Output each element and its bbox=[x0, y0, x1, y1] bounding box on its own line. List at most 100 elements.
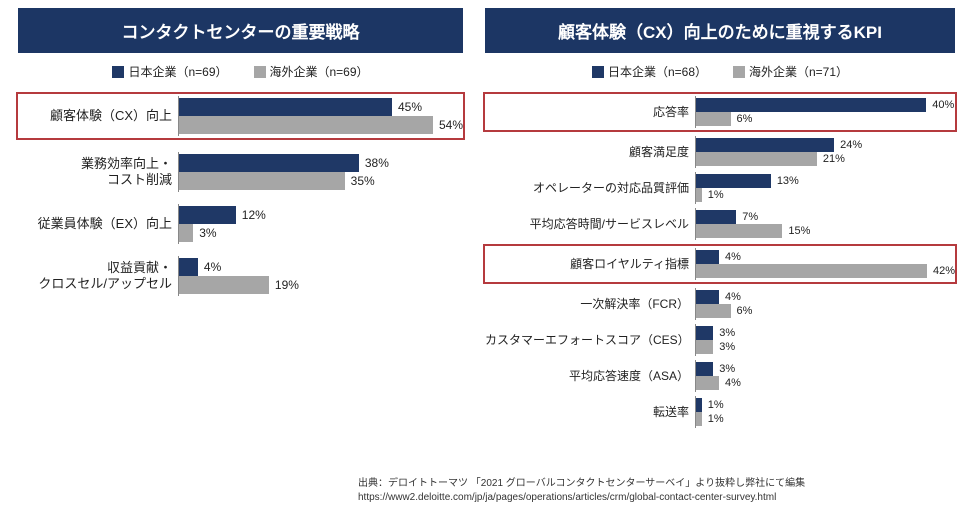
bar-fill bbox=[696, 188, 702, 202]
bar-value: 21% bbox=[823, 153, 845, 165]
bar-fill bbox=[179, 276, 269, 294]
chart-row: 従業員体験（EX）向上12%3% bbox=[18, 204, 463, 244]
bar-value: 38% bbox=[365, 156, 389, 170]
bars: 13% 1% bbox=[695, 172, 955, 204]
bar-fill bbox=[696, 138, 834, 152]
chart-row: 平均応答速度（ASA）3%4% bbox=[485, 360, 955, 392]
bar-jp: 7% bbox=[696, 210, 955, 224]
bars: 45%54% bbox=[178, 96, 463, 136]
bar-ov: 19% bbox=[179, 276, 463, 294]
bar-ov: 4% bbox=[696, 376, 955, 390]
bar-fill bbox=[696, 112, 731, 126]
bar-jp: 3% bbox=[696, 326, 955, 340]
category-label: 応答率 bbox=[485, 96, 695, 128]
left-title: コンタクトセンターの重要戦略 bbox=[18, 8, 463, 53]
bar-value: 3% bbox=[719, 341, 735, 353]
chart-row: 顧客体験（CX）向上45%54% bbox=[16, 92, 465, 140]
bar-fill bbox=[696, 376, 719, 390]
category-label: 平均応答速度（ASA） bbox=[485, 360, 695, 392]
chart-row: 業務効率向上・コスト削減38%35% bbox=[18, 152, 463, 192]
bar-jp: 4% bbox=[696, 250, 955, 264]
bar-value: 54% bbox=[439, 118, 463, 132]
bar-ov: 6% bbox=[696, 112, 955, 126]
bars: 4% 42% bbox=[695, 248, 955, 280]
legend-jp: 日本企業（n=69） bbox=[112, 63, 227, 80]
right-chart: 応答率40%6%顧客満足度24%21%オペレーターの対応品質評価13%1%平均応… bbox=[485, 92, 955, 475]
bar-fill bbox=[179, 172, 345, 190]
bar-value: 1% bbox=[708, 189, 724, 201]
bar-value: 4% bbox=[725, 251, 741, 263]
category-label: 収益貢献・クロスセル/アップセル bbox=[18, 256, 178, 296]
bar-fill bbox=[696, 152, 817, 166]
bar-jp: 45% bbox=[179, 98, 463, 116]
panel-left: コンタクトセンターの重要戦略 日本企業（n=69） 海外企業（n=69） 顧客体… bbox=[18, 8, 463, 475]
bar-fill bbox=[696, 174, 771, 188]
right-title: 顧客体験（CX）向上のために重視するKPI bbox=[485, 8, 955, 53]
category-label: 平均応答時間/サービスレベル bbox=[485, 208, 695, 240]
bar-value: 4% bbox=[725, 291, 741, 303]
swatch-ov bbox=[254, 66, 266, 78]
category-label: 転送率 bbox=[485, 396, 695, 428]
category-label: カスタマーエフォートスコア（CES） bbox=[485, 324, 695, 356]
chart-row: 平均応答時間/サービスレベル 7% 15% bbox=[485, 208, 955, 240]
bar-fill bbox=[696, 210, 736, 224]
bar-fill bbox=[179, 224, 193, 242]
chart-row: 収益貢献・クロスセル/アップセル 4% 19% bbox=[18, 256, 463, 296]
bar-value: 6% bbox=[737, 305, 753, 317]
bar-value: 19% bbox=[275, 278, 299, 292]
bar-jp: 1% bbox=[696, 398, 955, 412]
bar-fill bbox=[696, 398, 702, 412]
chart-row: カスタマーエフォートスコア（CES）3%3% bbox=[485, 324, 955, 356]
bars: 38%35% bbox=[178, 152, 463, 192]
bar-ov: 6% bbox=[696, 304, 955, 318]
bar-ov: 42% bbox=[696, 264, 955, 278]
bar-ov: 3% bbox=[696, 340, 955, 354]
bar-value: 1% bbox=[708, 413, 724, 425]
left-chart: 顧客体験（CX）向上45%54%業務効率向上・コスト削減38%35%従業員体験（… bbox=[18, 92, 463, 475]
category-label: 従業員体験（EX）向上 bbox=[18, 204, 178, 244]
bars: 3%3% bbox=[695, 324, 955, 356]
bar-fill bbox=[696, 250, 719, 264]
bar-fill bbox=[696, 264, 927, 278]
bar-fill bbox=[696, 304, 731, 318]
bar-value: 4% bbox=[204, 260, 221, 274]
bar-ov: 1% bbox=[696, 188, 955, 202]
bars: 7% 15% bbox=[695, 208, 955, 240]
legend-jp: 日本企業（n=68） bbox=[592, 63, 707, 80]
bar-jp: 3% bbox=[696, 362, 955, 376]
bar-value: 7% bbox=[742, 211, 758, 223]
bar-value: 12% bbox=[242, 208, 266, 222]
footer-line2: https://www2.deloitte.com/jp/ja/pages/op… bbox=[358, 491, 956, 505]
bar-jp: 4% bbox=[696, 290, 955, 304]
bar-jp: 40% bbox=[696, 98, 955, 112]
left-legend: 日本企業（n=69） 海外企業（n=69） bbox=[18, 63, 463, 80]
bar-ov: 15% bbox=[696, 224, 955, 238]
bar-fill bbox=[179, 206, 236, 224]
bar-jp: 13% bbox=[696, 174, 955, 188]
bar-jp: 12% bbox=[179, 206, 463, 224]
bar-value: 15% bbox=[788, 225, 810, 237]
legend-ov: 海外企業（n=69） bbox=[254, 63, 369, 80]
bar-fill bbox=[179, 258, 198, 276]
bar-ov: 1% bbox=[696, 412, 955, 426]
bar-value: 3% bbox=[719, 327, 735, 339]
bars: 12%3% bbox=[178, 204, 463, 244]
category-label: オペレーターの対応品質評価 bbox=[485, 172, 695, 204]
bar-jp: 24% bbox=[696, 138, 955, 152]
bar-value: 35% bbox=[351, 174, 375, 188]
category-label: 顧客満足度 bbox=[485, 136, 695, 168]
bar-value: 42% bbox=[933, 265, 955, 277]
bar-value: 3% bbox=[719, 363, 735, 375]
bar-value: 13% bbox=[777, 175, 799, 187]
bar-fill bbox=[179, 116, 433, 134]
bar-ov: 35% bbox=[179, 172, 463, 190]
legend-ov: 海外企業（n=71） bbox=[733, 63, 848, 80]
category-label: 顧客体験（CX）向上 bbox=[18, 96, 178, 136]
bar-value: 1% bbox=[708, 399, 724, 411]
bars: 3%4% bbox=[695, 360, 955, 392]
bar-jp: 38% bbox=[179, 154, 463, 172]
bar-value: 40% bbox=[932, 99, 954, 111]
bars: 4% 19% bbox=[178, 256, 463, 296]
panel-right: 顧客体験（CX）向上のために重視するKPI 日本企業（n=68） 海外企業（n=… bbox=[485, 8, 955, 475]
bar-fill bbox=[179, 98, 392, 116]
